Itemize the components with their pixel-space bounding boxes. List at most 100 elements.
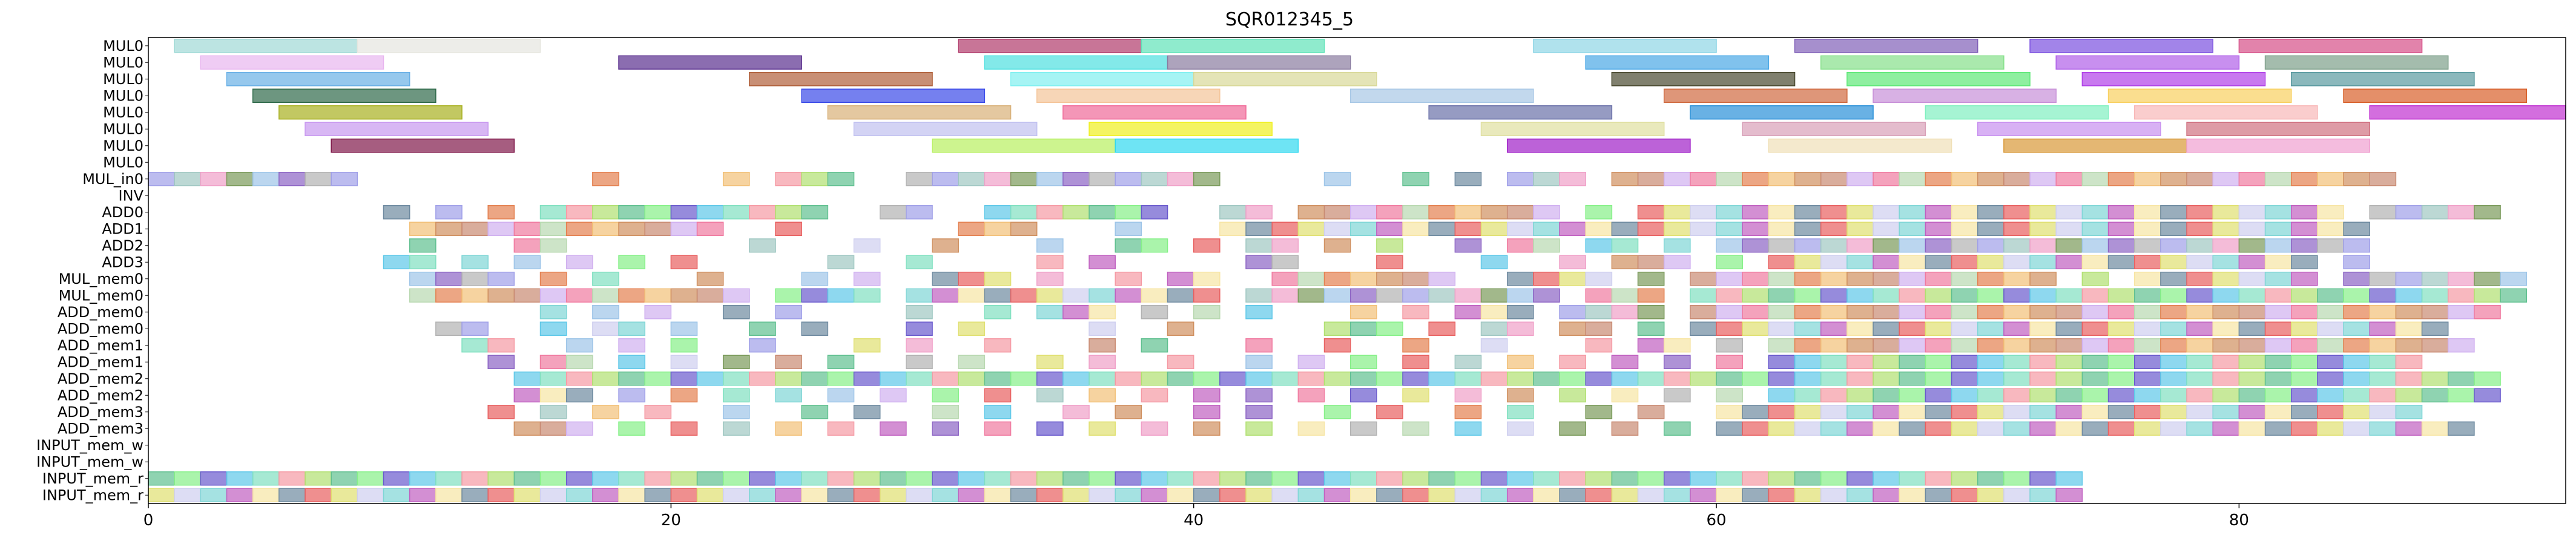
gantt-bar <box>2317 205 2344 220</box>
gantt-bar <box>1768 238 1796 253</box>
gantt-bar <box>2369 272 2397 286</box>
gantt-bar <box>2317 238 2344 253</box>
gantt-bar <box>2395 405 2423 419</box>
gantt-bar <box>539 205 567 220</box>
gantt-bar <box>1846 221 1874 236</box>
gantt-bar <box>853 372 881 386</box>
gantt-bar <box>1637 405 1665 419</box>
gantt-bar <box>513 255 541 269</box>
gantt-bar <box>984 288 1012 303</box>
gantt-bar <box>2421 321 2449 336</box>
gantt-bar <box>984 405 1012 419</box>
gantt-bar <box>2107 238 2135 253</box>
gantt-bar <box>958 272 986 286</box>
gantt-bar <box>1611 172 1639 186</box>
gantt-bar <box>2343 388 2370 402</box>
gantt-bar <box>1977 272 2004 286</box>
gantt-bar <box>252 172 280 186</box>
gantt-bar <box>2212 238 2240 253</box>
gantt-bar <box>148 471 175 486</box>
gantt-bar <box>2290 421 2318 436</box>
gantt-bar <box>2421 421 2449 436</box>
gantt-bar <box>2055 488 2083 502</box>
gantt-bar <box>383 205 410 220</box>
gantt-bar <box>1873 172 1900 186</box>
gantt-bar <box>1323 172 1351 186</box>
gantt-bar <box>1820 321 1848 336</box>
gantt-bar <box>1349 421 1377 436</box>
gantt-bar <box>539 221 567 236</box>
gantt-bar <box>1585 372 1613 386</box>
gantt-bar <box>827 172 855 186</box>
gantt-bar <box>1637 305 1665 320</box>
gantt-bar <box>1245 238 1273 253</box>
gantt-bar <box>513 421 541 436</box>
gantt-bar <box>1846 272 1874 286</box>
gantt-bar <box>2107 172 2135 186</box>
gantt-bar <box>906 255 933 269</box>
gantt-bar <box>749 205 776 220</box>
gantt-bar <box>879 471 907 486</box>
gantt-bar <box>1193 421 1220 436</box>
gantt-bar <box>879 488 907 502</box>
gantt-bar <box>1611 488 1639 502</box>
gantt-bar <box>1533 288 1560 303</box>
gantt-bar <box>1036 238 1064 253</box>
gantt-bar <box>1637 372 1665 386</box>
gantt-bar <box>2369 172 2397 186</box>
gantt-bar <box>1376 405 1403 419</box>
gantt-bar <box>1899 172 1926 186</box>
gantt-bar <box>722 288 750 303</box>
gantt-bar <box>539 388 567 402</box>
gantt-bar <box>775 471 802 486</box>
chart-title: SQR012345_5 <box>1225 9 1354 30</box>
gantt-bar <box>1010 471 1038 486</box>
row-label: MUL_mem0 <box>59 270 143 287</box>
row-label: INPUT_mem_r <box>42 487 143 503</box>
gantt-bar <box>696 288 724 303</box>
gantt-bar <box>801 405 829 419</box>
gantt-bar <box>1559 488 1586 502</box>
gantt-bar <box>749 72 933 87</box>
gantt-bar <box>644 221 672 236</box>
gantt-bar <box>1115 139 1299 153</box>
gantt-bar <box>2264 338 2292 353</box>
gantt-bar <box>2029 471 2057 486</box>
gantt-bar <box>1899 238 1926 253</box>
gantt-bar <box>2186 388 2213 402</box>
gantt-bar <box>1219 221 1247 236</box>
row-label: MUL_in0 <box>82 171 143 188</box>
gantt-bar <box>1690 105 1874 120</box>
gantt-bar <box>1245 471 1273 486</box>
x-tick-label: 80 <box>2229 511 2249 529</box>
gantt-bar <box>1349 272 1377 286</box>
gantt-bar <box>1794 388 1822 402</box>
gantt-bar <box>984 338 1012 353</box>
gantt-bar <box>1559 172 1586 186</box>
gantt-bar <box>435 471 463 486</box>
gantt-bar <box>1977 355 2004 369</box>
gantt-bar <box>1062 372 1090 386</box>
gantt-bar <box>1480 305 1508 320</box>
row-label: ADD1 <box>102 220 143 237</box>
gantt-bar <box>2107 88 2292 103</box>
gantt-bar <box>2186 139 2370 153</box>
gantt-bar <box>1663 355 1691 369</box>
gantt-bar <box>1820 388 1848 402</box>
gantt-bar <box>1376 238 1403 253</box>
gantt-bar <box>1376 205 1403 220</box>
gantt-bar <box>749 321 776 336</box>
gantt-bar <box>722 372 750 386</box>
gantt-bar <box>801 488 829 502</box>
gantt-bar <box>2029 221 2057 236</box>
gantt-bar <box>1349 471 1377 486</box>
gantt-bar <box>383 255 410 269</box>
gantt-bar <box>2003 255 2031 269</box>
gantt-bar <box>2264 205 2292 220</box>
gantt-bar <box>539 488 567 502</box>
gantt-bar <box>1402 272 1429 286</box>
gantt-bar <box>1115 372 1142 386</box>
gantt-bar <box>644 205 672 220</box>
gantt-bar <box>1794 205 1822 220</box>
gantt-bar <box>1794 421 1822 436</box>
